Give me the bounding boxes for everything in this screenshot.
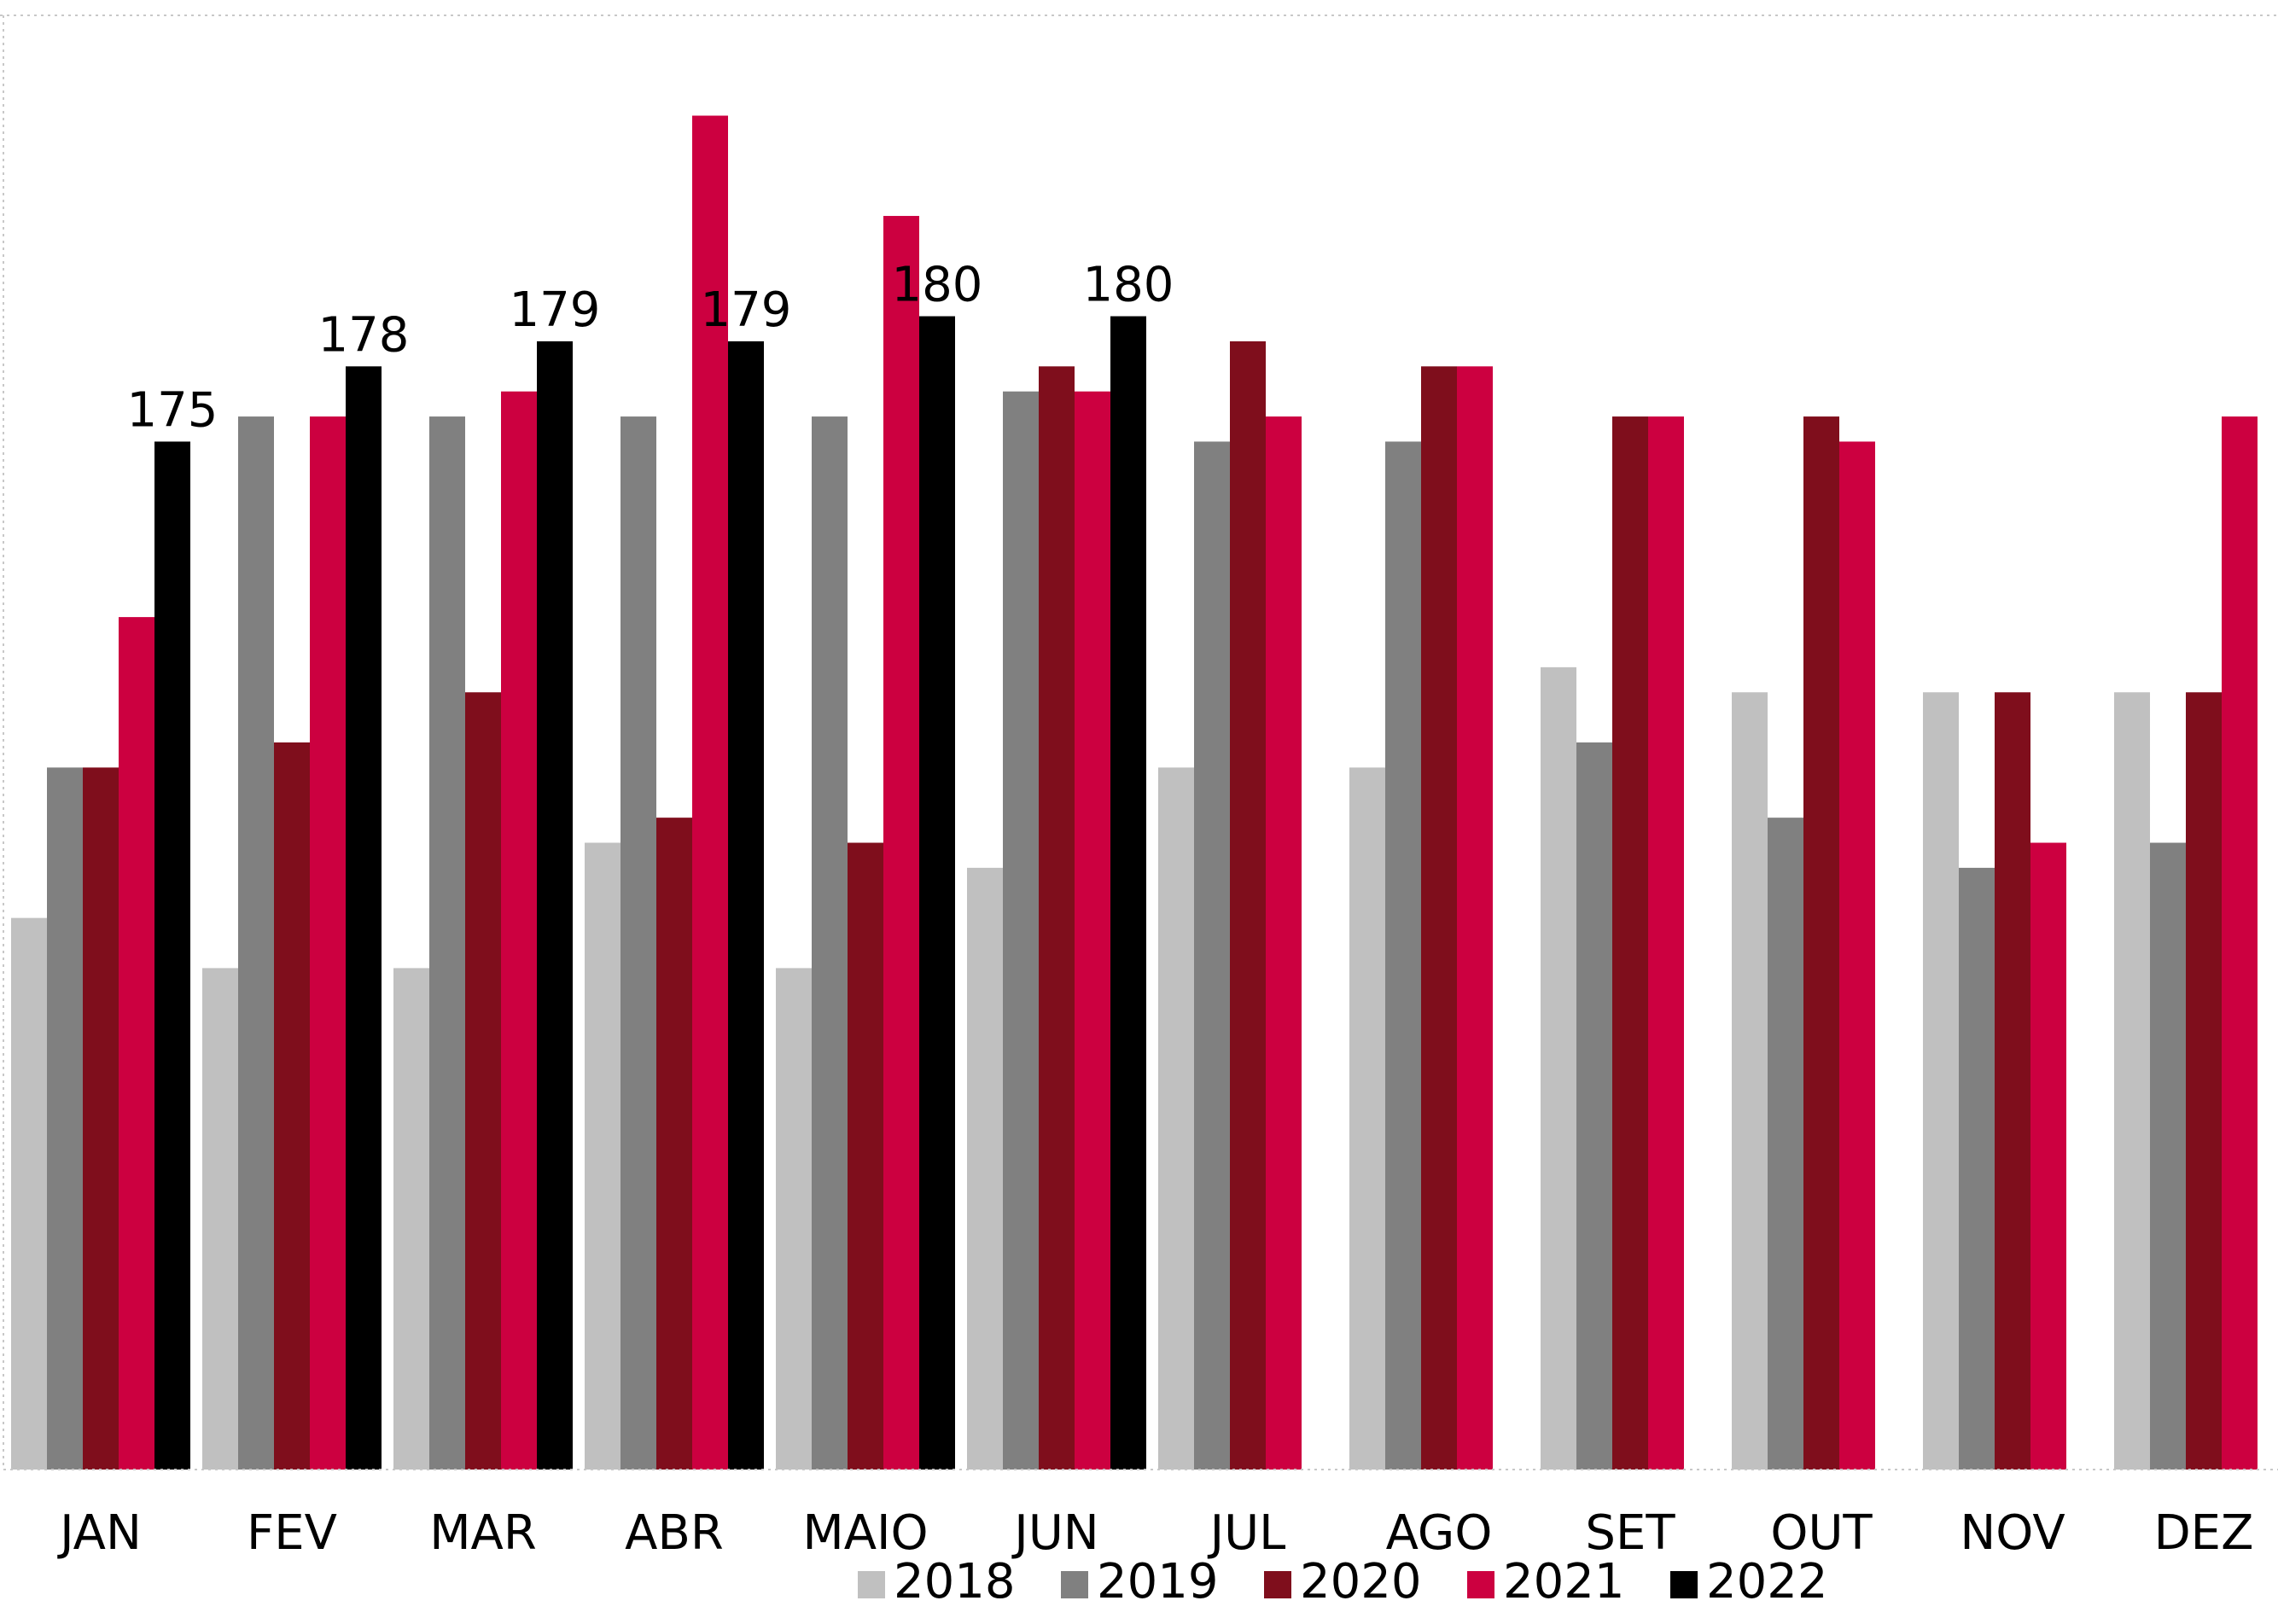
bar-maio-2021	[883, 216, 919, 1470]
data-label: 175	[127, 382, 218, 438]
bar-dez-2019	[2150, 842, 2186, 1470]
bar-fev-2022	[346, 366, 382, 1470]
bar-nov-2020	[1995, 692, 2030, 1470]
bar-maio-2018	[776, 968, 812, 1470]
x-tick-label: ABR	[625, 1505, 724, 1561]
bar-mar-2020	[465, 692, 501, 1470]
bar-fev-2019	[238, 416, 274, 1470]
bar-ago-2021	[1457, 366, 1493, 1470]
bar-jun-2021	[1075, 391, 1110, 1470]
bar-jan-2018	[11, 917, 47, 1470]
bar-jul-2021	[1266, 416, 1302, 1470]
bar-ago-2020	[1421, 366, 1457, 1470]
x-tick-labels: JAN FEV MAR ABR MAIO JUN JUL AGO SET OUT NOV DEZ	[57, 1505, 2253, 1561]
data-label: 178	[318, 307, 410, 363]
data-label: 180	[892, 258, 983, 313]
data-label: 179	[510, 282, 601, 338]
bar-jan-2020	[83, 767, 119, 1470]
x-tick-label: MAR	[429, 1505, 537, 1561]
bar-maio-2020	[848, 842, 883, 1470]
bar-dez-2018	[2114, 692, 2150, 1470]
bar-mar-2018	[393, 968, 429, 1470]
bar-mar-2021	[501, 391, 537, 1470]
bar-abr-2022	[728, 341, 764, 1470]
legend-label-2022: 2022	[1706, 1554, 1828, 1609]
bar-abr-2018	[585, 842, 620, 1470]
x-tick-label: OUT	[1770, 1505, 1873, 1561]
x-tick-label: FEV	[247, 1505, 337, 1561]
bar-mar-2022	[537, 341, 573, 1470]
bar-ago-2019	[1385, 441, 1421, 1470]
bar-fev-2021	[310, 416, 346, 1470]
bar-jan-2019	[47, 767, 83, 1470]
x-tick-label: JUL	[1208, 1505, 1286, 1561]
data-labels-layer: 175 178 179 179 180 180	[127, 258, 1174, 439]
bar-dez-2021	[2222, 416, 2258, 1470]
x-tick-label: DEZ	[2154, 1505, 2254, 1561]
legend-swatch-2021	[1467, 1571, 1494, 1598]
bar-jul-2020	[1230, 341, 1266, 1470]
bar-set-2019	[1576, 742, 1612, 1470]
bar-mar-2019	[429, 416, 465, 1470]
bar-jun-2022	[1110, 316, 1146, 1470]
bar-set-2018	[1541, 666, 1576, 1470]
x-tick-label: SET	[1585, 1505, 1675, 1561]
bar-jun-2020	[1039, 366, 1075, 1470]
bar-maio-2022	[919, 316, 955, 1470]
bar-ago-2018	[1349, 767, 1385, 1470]
bar-out-2018	[1732, 692, 1768, 1470]
bar-out-2020	[1803, 416, 1839, 1470]
bar-abr-2021	[692, 115, 728, 1470]
bars-layer	[11, 115, 2258, 1470]
legend: 2018 2019 2020 2021 2022	[858, 1554, 1828, 1609]
bar-jun-2018	[967, 867, 1003, 1470]
data-label: 179	[701, 282, 792, 338]
data-label: 180	[1083, 258, 1174, 313]
legend-label-2021: 2021	[1503, 1554, 1625, 1609]
x-tick-label: JAN	[57, 1505, 142, 1561]
bar-jul-2019	[1194, 441, 1230, 1470]
legend-label-2018: 2018	[894, 1554, 1016, 1609]
bar-dez-2020	[2186, 692, 2222, 1470]
bar-abr-2020	[656, 818, 692, 1470]
legend-label-2020: 2020	[1300, 1554, 1422, 1609]
bar-fev-2018	[202, 968, 238, 1470]
bar-nov-2019	[1959, 867, 1995, 1470]
bar-out-2019	[1768, 818, 1803, 1470]
legend-swatch-2022	[1670, 1571, 1698, 1598]
legend-swatch-2020	[1264, 1571, 1291, 1598]
bar-fev-2020	[274, 742, 310, 1470]
bar-out-2021	[1839, 441, 1875, 1470]
bar-maio-2019	[812, 416, 848, 1470]
legend-swatch-2019	[1061, 1571, 1088, 1598]
x-tick-label: JUN	[1011, 1505, 1098, 1561]
bar-jul-2018	[1158, 767, 1194, 1470]
bar-jan-2022	[154, 441, 190, 1470]
x-tick-label: MAIO	[802, 1505, 928, 1561]
bar-nov-2018	[1923, 692, 1959, 1470]
bar-nov-2021	[2030, 842, 2066, 1470]
x-tick-label: AGO	[1386, 1505, 1493, 1561]
bar-jan-2021	[119, 617, 154, 1470]
legend-swatch-2018	[858, 1571, 885, 1598]
bar-jun-2019	[1003, 391, 1039, 1470]
legend-label-2019: 2019	[1097, 1554, 1219, 1609]
bar-set-2021	[1648, 416, 1684, 1470]
bar-abr-2019	[620, 416, 656, 1470]
x-tick-label: NOV	[1960, 1505, 2065, 1561]
bar-set-2020	[1612, 416, 1648, 1470]
